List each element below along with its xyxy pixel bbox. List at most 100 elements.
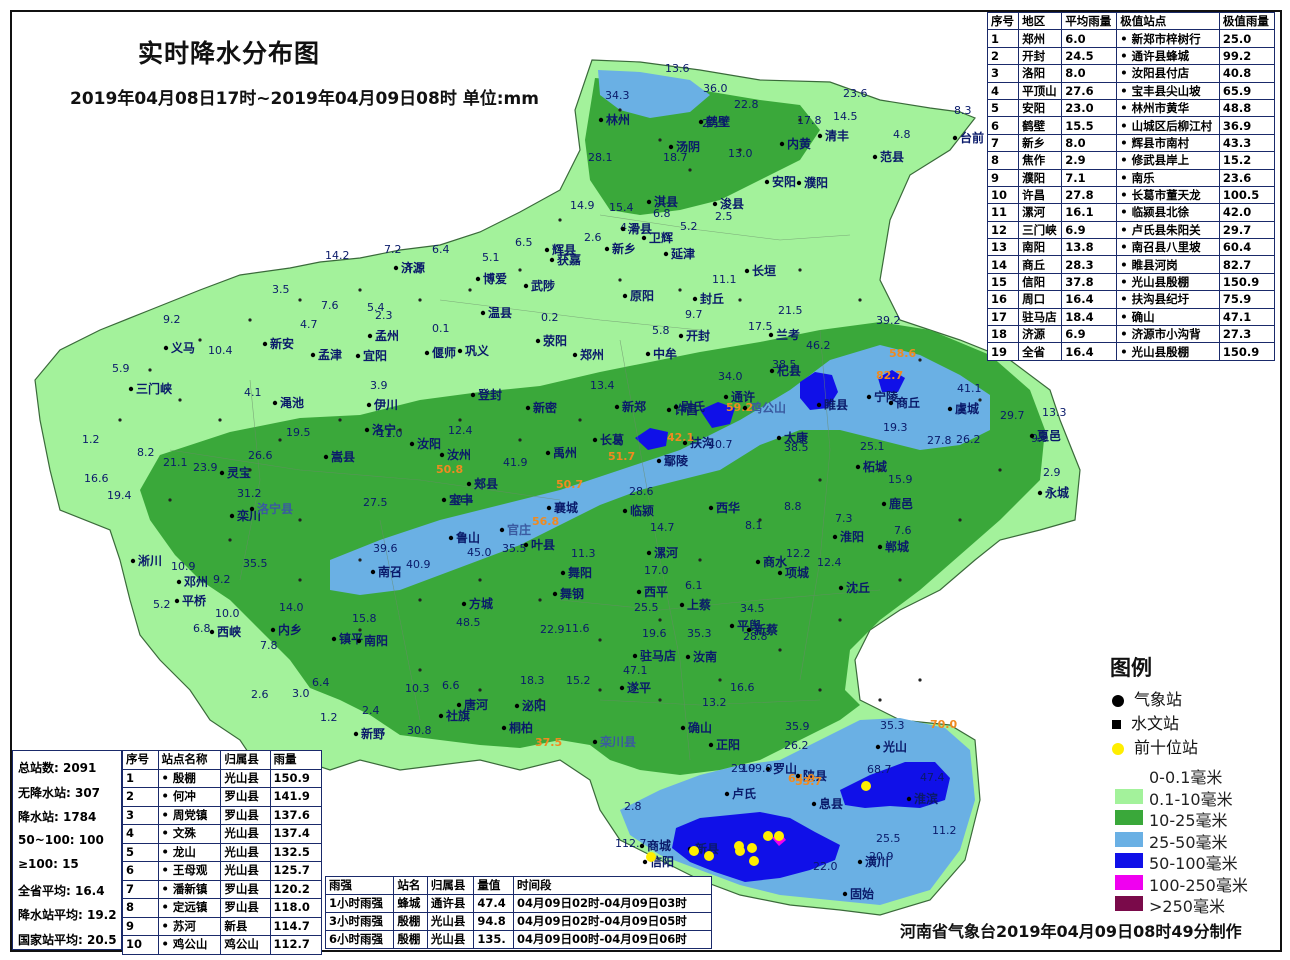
weather-station-marker xyxy=(424,350,430,356)
weather-station-marker xyxy=(698,119,704,125)
weather-station-marker xyxy=(729,623,735,629)
county-label: 叶县 xyxy=(531,537,555,552)
county-label: 镇平 xyxy=(339,631,363,646)
region-cell: 47.1 xyxy=(1218,307,1276,327)
county-label: 桐柏 xyxy=(509,720,533,735)
weather-station-marker xyxy=(708,505,714,511)
county-label: 潢川 xyxy=(865,854,889,869)
region-cell: 23.6 xyxy=(1218,168,1276,187)
weather-station-marker xyxy=(370,569,376,575)
region-row: 4 平顶山 27.6 • 宝丰县尖山坡 65.9 xyxy=(986,81,1276,100)
county-label: 郏县 xyxy=(474,476,498,491)
region-cell: 16 xyxy=(986,290,1020,309)
county-label: 巩义 xyxy=(465,343,490,358)
region-cell: 23.0 xyxy=(1061,98,1118,118)
top-ten-station-marker xyxy=(763,831,773,841)
region-cell: 29.7 xyxy=(1218,220,1276,240)
region-header-4: 极值雨量 xyxy=(1218,11,1276,31)
weather-station-marker xyxy=(478,578,482,582)
stat-row: 降水站平均: 19.2 xyxy=(18,908,117,922)
weather-station-marker xyxy=(978,398,982,402)
county-label: 新安 xyxy=(270,336,294,351)
county-label: 濮阳 xyxy=(804,175,828,190)
rank-cell: 罗山县 xyxy=(220,787,271,807)
rain-value-label: 46.2 xyxy=(806,339,831,352)
region-cell: • 济源市小沟背 xyxy=(1116,325,1220,344)
weather-station-marker xyxy=(364,427,370,433)
rain-value-label: 16.6 xyxy=(730,681,755,694)
region-cell: 4 xyxy=(986,81,1020,100)
legend-class-label: 100-250毫米 xyxy=(1149,875,1248,895)
rain-50-100-north-c xyxy=(635,428,668,450)
rain-value-label: 40.9 xyxy=(406,558,431,571)
weather-station-marker xyxy=(466,481,472,487)
region-cell: • 山城区后柳江村 xyxy=(1116,116,1220,135)
county-label: 新密 xyxy=(533,400,557,415)
weather-station-marker xyxy=(618,108,622,112)
weather-station-marker xyxy=(448,535,454,541)
weather-station-marker xyxy=(758,518,762,522)
intensity-cell: 光山县 xyxy=(426,912,475,931)
rain-value-label: 11.6 xyxy=(565,622,590,635)
county-label: 睢县 xyxy=(824,397,848,412)
region-cell: • 确山 xyxy=(1116,307,1220,327)
rain-value-label: 2.4 xyxy=(362,704,380,717)
rain-value-label: 27.8 xyxy=(927,434,952,447)
intensity-cell: 1小时雨强 xyxy=(324,894,395,913)
weather-station-marker xyxy=(875,744,881,750)
intensity-header-4: 时间段 xyxy=(513,876,712,895)
county-label: 辉县 xyxy=(552,243,576,257)
region-cell: 10 xyxy=(986,185,1020,205)
weather-station-marker xyxy=(331,636,337,642)
weather-station-marker xyxy=(249,506,255,512)
rank-cell: • 周党镇 xyxy=(157,805,222,825)
rain-value-label: 9.2 xyxy=(213,573,231,586)
legend-class-label: 25-50毫米 xyxy=(1149,832,1228,852)
weather-station-marker xyxy=(878,468,882,472)
county-label: 淅川 xyxy=(138,553,162,568)
county-label: 汝南 xyxy=(693,649,717,664)
rain-value-label: 39.6 xyxy=(373,542,398,555)
rain-value-label: 6.8 xyxy=(193,622,211,635)
rain-value-label: 12.4 xyxy=(448,424,473,437)
rain-value-label: 4.3 xyxy=(405,262,423,275)
weather-station-marker xyxy=(262,341,268,347)
weather-station-marker xyxy=(358,288,362,292)
region-cell: 43.3 xyxy=(1218,133,1276,153)
legend-class-label: 50-100毫米 xyxy=(1149,854,1238,873)
region-cell: 65.9 xyxy=(1218,81,1276,100)
region-cell: 16.4 xyxy=(1061,342,1118,361)
weather-station-marker xyxy=(248,318,252,322)
region-cell: • 辉县市南村 xyxy=(1116,133,1220,153)
rain-value-label: 3.0 xyxy=(292,687,310,700)
county-label: 长垣 xyxy=(752,263,776,278)
rank-row: 7 • 潘新镇 罗山县 120.2 xyxy=(122,879,323,899)
weather-station-marker xyxy=(178,398,182,402)
rain-value-label: 5.2 xyxy=(153,598,171,611)
weather-station-marker xyxy=(592,437,598,443)
weather-station-marker xyxy=(355,353,361,359)
rain-value-label: 9.7 xyxy=(685,308,703,321)
rain-value-label: 17.0 xyxy=(644,564,669,577)
rain-value-label: 8.8 xyxy=(784,500,802,513)
weather-station-marker xyxy=(838,585,844,591)
weather-station-marker xyxy=(738,298,742,302)
weather-station-marker xyxy=(272,400,278,406)
rank-cell: 9 xyxy=(122,916,159,936)
county-label: 宜阳 xyxy=(363,348,387,363)
rain-value-label: 22.8 xyxy=(734,98,759,111)
rank-cell: • 潘新镇 xyxy=(157,879,222,899)
weather-station-marker xyxy=(418,298,422,302)
intensity-cell: 04月09日00时-04月09日06时 xyxy=(513,930,712,949)
rank-header-2: 归属县 xyxy=(220,750,271,770)
rain-value-label: 13.4 xyxy=(590,379,615,392)
rain-value-label: 14.0 xyxy=(279,601,304,614)
region-cell: 平顶山 xyxy=(1018,81,1063,100)
rain-value-label: 2.8 xyxy=(624,800,642,813)
region-cell: 16.4 xyxy=(1061,290,1118,309)
map-title: 实时降水分布图 xyxy=(138,39,321,68)
rain-value-label: 9.9 xyxy=(1031,432,1049,445)
county-label: 新野 xyxy=(361,726,385,741)
top-ten-station-marker xyxy=(689,846,699,856)
weather-station-marker xyxy=(398,428,402,432)
